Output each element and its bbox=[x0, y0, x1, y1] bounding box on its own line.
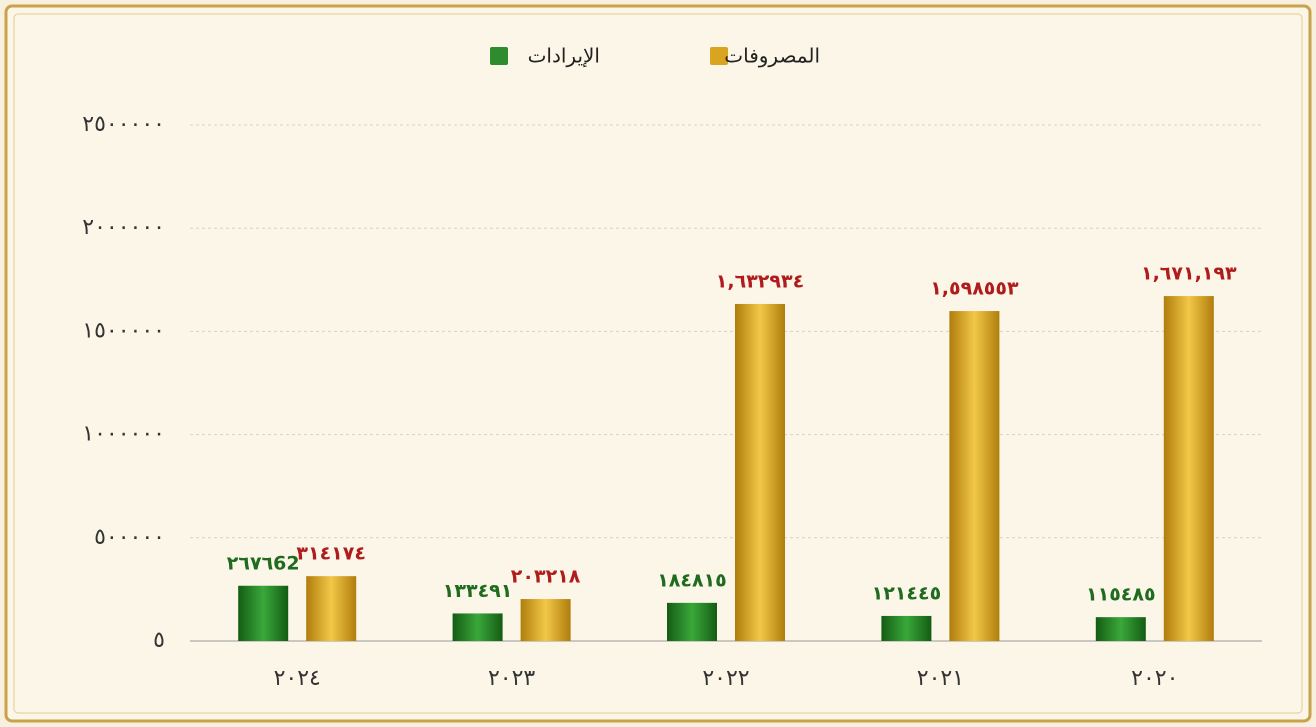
value-label: ٣١٤١٧٤ bbox=[296, 543, 366, 565]
value-label: ٢٦٧٦62 bbox=[227, 552, 300, 574]
y-tick-label: ٥٠٠٠٠٠ bbox=[94, 525, 165, 550]
y-tick-label: ٥ bbox=[153, 628, 165, 653]
chart: ٥ ٥٠٠٠٠٠ ١٠٠٠٠٠٠ ١٥٠٠٠٠٠ ٢٠٠٠٠٠٠ ٢٥٠٠٠٠٠ الإير… bbox=[0, 0, 1316, 727]
bar bbox=[949, 311, 999, 641]
y-tick-label: ٢٠٠٠٠٠٠ bbox=[82, 215, 165, 240]
bar bbox=[667, 603, 717, 641]
x-tick-label: ٢٠٢٣ bbox=[488, 666, 535, 691]
bar bbox=[306, 576, 356, 641]
legend-label: المصروفات bbox=[724, 44, 820, 68]
value-label: ١,٥٩٨٥٥٣ bbox=[930, 278, 1019, 300]
bar bbox=[1096, 617, 1146, 641]
value-label: ٢٠٣٢١٨ bbox=[511, 566, 581, 588]
legend-label: الإيرادات bbox=[528, 44, 600, 68]
y-tick-label: ١٥٠٠٠٠٠ bbox=[82, 318, 165, 343]
bar bbox=[735, 304, 785, 641]
x-tick-label: ٢٠٢٠ bbox=[1131, 666, 1178, 691]
bar bbox=[238, 586, 288, 641]
bar bbox=[521, 599, 571, 641]
x-tick-label: ٢٠٢١ bbox=[917, 666, 964, 691]
bar bbox=[881, 616, 931, 641]
value-label: ١٣٣٤٩١ bbox=[443, 580, 513, 602]
frame bbox=[6, 6, 1310, 721]
y-tick-label: ١٠٠٠٠٠٠ bbox=[82, 422, 165, 447]
x-tick-label: ٢٠٢٤ bbox=[274, 666, 321, 691]
bar bbox=[453, 613, 503, 641]
legend-swatch bbox=[490, 47, 508, 65]
value-label: ١,٦٧١,١٩٣ bbox=[1141, 263, 1237, 285]
y-tick-label: ٢٥٠٠٠٠٠ bbox=[82, 112, 165, 137]
x-tick-label: ٢٠٢٢ bbox=[702, 666, 749, 691]
bar bbox=[1164, 296, 1214, 641]
value-label: ١١٥٤٨٥ bbox=[1086, 584, 1156, 606]
value-label: ١٨٤٨١٥ bbox=[657, 569, 727, 591]
value-label: ١,٦٣٢٩٣٤ bbox=[716, 270, 804, 292]
value-label: ١٢١٤٤٥ bbox=[872, 582, 942, 604]
